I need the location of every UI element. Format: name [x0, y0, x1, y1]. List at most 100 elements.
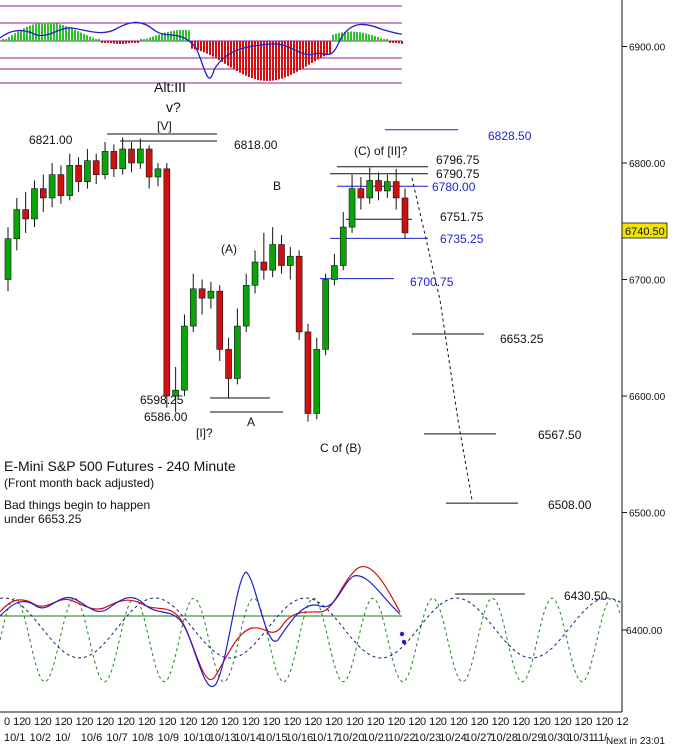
candle-body: [375, 180, 382, 192]
candle-body: [110, 151, 118, 170]
histogram-bar: [131, 41, 133, 43]
histogram-bar: [14, 33, 16, 41]
level-label-6796: 6796.75: [436, 153, 480, 167]
histogram-bar: [209, 41, 211, 56]
chart-note-line-1: Bad things begin to happen: [4, 498, 150, 512]
level-label-6567: 6567.50: [538, 428, 582, 442]
histogram-bar: [149, 37, 151, 41]
chart-subtitle: (Front month back adjusted): [4, 476, 154, 490]
histogram-bar: [44, 22, 46, 41]
histogram-bar: [263, 41, 265, 81]
histogram-bar: [107, 41, 109, 43]
cycle-dot: [401, 639, 407, 645]
x-date-label: 10/21: [362, 732, 390, 744]
x-tick-label: 0 12: [191, 716, 212, 728]
histogram-bar: [287, 41, 289, 77]
histogram-bar: [134, 41, 136, 43]
histogram-bar: [248, 41, 250, 78]
histogram-bar: [212, 41, 214, 57]
histogram-bar: [374, 36, 376, 41]
histogram-bar: [242, 41, 244, 75]
candle-body: [13, 209, 21, 240]
x-date-label: 10/14: [234, 732, 262, 744]
histogram-bar: [110, 41, 112, 44]
wave-label-c-of-b: C of (B): [320, 441, 361, 455]
x-date-label: 10/10: [183, 732, 211, 744]
x-tick-label: 0 12: [420, 716, 441, 728]
candle-body: [181, 325, 188, 391]
level-label-6828: 6828.50: [488, 129, 532, 143]
candle-body: [198, 288, 206, 299]
x-tick-label: 0 12: [607, 716, 628, 728]
pivot-label-6821: 6821.00: [29, 133, 73, 147]
histogram-bar: [380, 38, 382, 41]
histogram-bar: [314, 41, 316, 62]
candle-body: [4, 238, 12, 280]
histogram-bar: [278, 41, 280, 80]
histogram-bar: [86, 35, 88, 41]
histogram-bar: [116, 41, 118, 44]
histogram-oscillator-panel: [0, 5, 403, 84]
x-tick-label: 0 12: [399, 716, 420, 728]
level-label-6735: 6735.25: [440, 232, 484, 246]
x-date-label: 10/2: [30, 732, 51, 744]
histogram-bar: [389, 41, 391, 43]
histogram-bar: [185, 30, 187, 41]
histogram-bar: [290, 41, 292, 75]
wave-label-v: v?: [166, 99, 181, 115]
histogram-bar: [2, 39, 4, 41]
wave-label-alt-iii: Alt:III: [154, 79, 186, 95]
level-label-6508: 6508.00: [548, 498, 592, 512]
candle-body: [366, 180, 374, 199]
x-date-label: 10/15: [260, 732, 288, 744]
histogram-bar: [50, 22, 52, 41]
histogram-bar: [26, 26, 28, 41]
x-tick-label: 0 12: [503, 716, 524, 728]
histogram-bar: [251, 41, 253, 79]
candle-body: [251, 261, 259, 286]
level-label-6751: 6751.75: [440, 210, 484, 224]
x-tick-label: 0 12: [254, 716, 275, 728]
histogram-bar: [104, 41, 106, 43]
histogram-bar: [320, 41, 322, 58]
x-tick-label: 0 12: [129, 716, 150, 728]
candle-body: [348, 188, 356, 228]
histogram-bar: [386, 39, 388, 41]
histogram-bar: [161, 33, 163, 41]
candle-body: [234, 325, 241, 379]
histogram-bar: [311, 41, 313, 63]
candle-body: [101, 151, 109, 175]
histogram-bar: [167, 31, 169, 41]
histogram-bar: [362, 32, 364, 41]
x-tick-label: 0 12: [545, 716, 566, 728]
candle-body: [39, 188, 47, 199]
histogram-bar: [266, 41, 268, 81]
level-label-6653: 6653.25: [500, 332, 544, 346]
histogram-bar: [98, 39, 100, 41]
x-tick-label: 0 12: [441, 716, 462, 728]
histogram-bar: [329, 41, 331, 54]
x-date-label: 10/1: [4, 732, 25, 744]
x-tick-label: 0 12: [586, 716, 607, 728]
candle-body: [66, 165, 74, 196]
candle-body: [322, 279, 329, 350]
x-date-label: 10/22: [388, 732, 416, 744]
current-price-label: 6740.50: [625, 226, 665, 238]
histogram-bar: [206, 41, 208, 54]
histogram-bar: [275, 41, 277, 81]
osc-signal-line: [0, 21, 403, 79]
histogram-bar: [158, 34, 160, 41]
histogram-bar: [254, 41, 256, 80]
histogram-bar: [347, 31, 349, 41]
y-tick-label: 6700.00: [629, 276, 666, 287]
projection-path: [411, 177, 473, 501]
histogram-bar: [155, 35, 157, 41]
histogram-bar: [11, 35, 13, 41]
histogram-bar: [41, 22, 43, 41]
level-label-6430: 6430.50: [564, 589, 608, 603]
histogram-bar: [269, 41, 271, 81]
histogram-bar: [62, 25, 64, 41]
histogram-bar: [395, 41, 397, 43]
histogram-bar: [377, 37, 379, 41]
x-tick-label: 0 12: [66, 716, 87, 728]
